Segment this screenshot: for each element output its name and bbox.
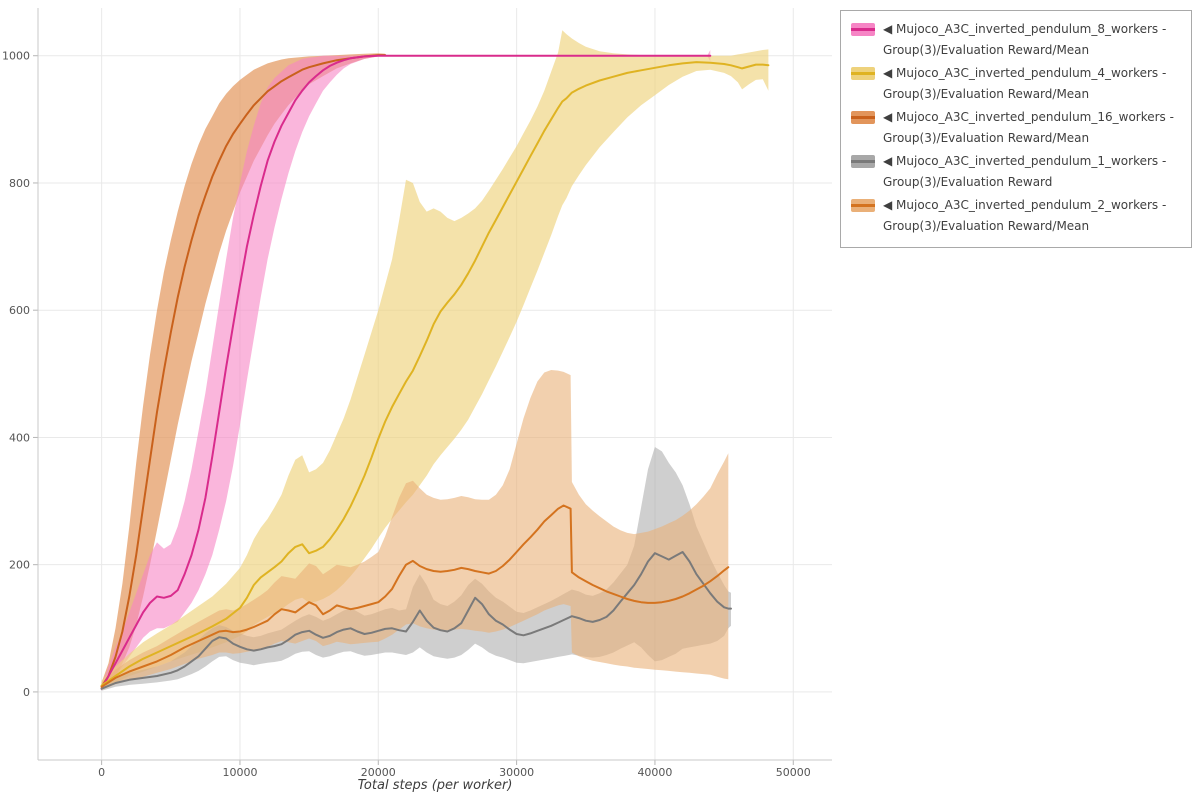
legend-label: ◀ Mujoco_A3C_inverted_pendulum_2_workers… bbox=[883, 198, 1167, 233]
y-tick-label: 0 bbox=[23, 686, 30, 699]
x-tick-label: 50000 bbox=[776, 766, 811, 779]
series-band-Mujoco_A3C_inverted_pendulum_4_workers bbox=[101, 30, 769, 689]
y-tick-label: 600 bbox=[9, 304, 30, 317]
legend-swatch-icon bbox=[851, 199, 875, 212]
series-band-Mujoco_A3C_inverted_pendulum_2_workers bbox=[101, 370, 729, 690]
legend-swatch-icon bbox=[851, 67, 875, 80]
legend-item-Mujoco_A3C_inverted_pendulum_8_workers[interactable]: ◀ Mujoco_A3C_inverted_pendulum_8_workers… bbox=[851, 19, 1181, 61]
legend-label: ◀ Mujoco_A3C_inverted_pendulum_4_workers… bbox=[883, 66, 1167, 101]
legend-swatch-icon bbox=[851, 23, 875, 36]
x-axis-label: Total steps (per worker) bbox=[357, 778, 513, 793]
series-band-Mujoco_A3C_inverted_pendulum_8_workers bbox=[101, 50, 711, 691]
y-tick-label: 800 bbox=[9, 177, 30, 190]
y-tick-label: 400 bbox=[9, 431, 30, 444]
x-tick-label: 40000 bbox=[637, 766, 672, 779]
x-tick-label: 20000 bbox=[361, 766, 396, 779]
x-tick-label: 10000 bbox=[222, 766, 257, 779]
legend-label: ◀ Mujoco_A3C_inverted_pendulum_8_workers… bbox=[883, 22, 1167, 57]
series-line-Mujoco_A3C_inverted_pendulum_4_workers bbox=[100, 61, 770, 687]
legend-item-Mujoco_A3C_inverted_pendulum_16_workers[interactable]: ◀ Mujoco_A3C_inverted_pendulum_16_worker… bbox=[851, 107, 1181, 149]
y-tick-label: 200 bbox=[9, 559, 30, 572]
legend-swatch-line bbox=[851, 160, 875, 163]
y-tick-label: 1000 bbox=[2, 50, 30, 63]
legend-label: ◀ Mujoco_A3C_inverted_pendulum_16_worker… bbox=[883, 110, 1174, 145]
x-tick-label: 30000 bbox=[499, 766, 534, 779]
legend-swatch-line bbox=[851, 28, 875, 31]
series-line-Mujoco_A3C_inverted_pendulum_1_workers bbox=[100, 551, 732, 690]
legend-item-Mujoco_A3C_inverted_pendulum_1_workers[interactable]: ◀ Mujoco_A3C_inverted_pendulum_1_workers… bbox=[851, 151, 1181, 193]
legend-item-Mujoco_A3C_inverted_pendulum_4_workers[interactable]: ◀ Mujoco_A3C_inverted_pendulum_4_workers… bbox=[851, 63, 1181, 105]
legend-swatch-line bbox=[851, 204, 875, 207]
x-tick-label: 0 bbox=[98, 766, 105, 779]
series-line-Mujoco_A3C_inverted_pendulum_16_workers bbox=[100, 54, 387, 688]
legend-item-Mujoco_A3C_inverted_pendulum_2_workers[interactable]: ◀ Mujoco_A3C_inverted_pendulum_2_workers… bbox=[851, 195, 1181, 237]
legend-swatch-icon bbox=[851, 111, 875, 124]
series-line-Mujoco_A3C_inverted_pendulum_8_workers bbox=[100, 54, 712, 690]
legend: ◀ Mujoco_A3C_inverted_pendulum_8_workers… bbox=[840, 10, 1192, 248]
series-line-Mujoco_A3C_inverted_pendulum_2_workers bbox=[100, 504, 730, 688]
legend-swatch-icon bbox=[851, 155, 875, 168]
legend-label: ◀ Mujoco_A3C_inverted_pendulum_1_workers… bbox=[883, 154, 1167, 189]
legend-swatch-line bbox=[851, 116, 875, 119]
legend-swatch-line bbox=[851, 72, 875, 75]
